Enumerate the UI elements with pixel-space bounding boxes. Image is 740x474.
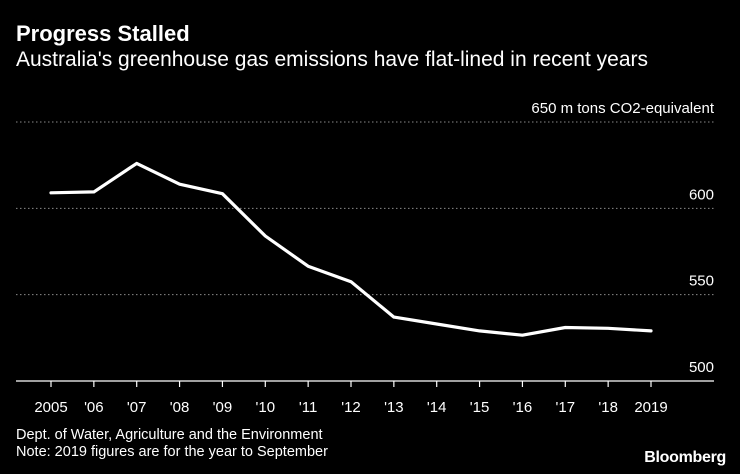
chart-footer: Dept. of Water, Agriculture and the Envi… (16, 427, 328, 461)
x-tick-label: '14 (427, 399, 447, 416)
x-tick-label: '16 (513, 399, 533, 416)
y-axis: 500 550 600 650 m tons CO2-equivalent (531, 100, 714, 376)
x-tick-label: 2019 (634, 399, 667, 416)
x-tick-label: '15 (470, 399, 490, 416)
x-tick-label: '07 (127, 399, 147, 416)
y-tick-label: 600 (689, 186, 714, 203)
source-note: Dept. of Water, Agriculture and the Envi… (16, 427, 323, 443)
y-tick-label: 550 (689, 273, 714, 290)
x-tick-label: '11 (299, 399, 317, 416)
chart-title: Progress Stalled (16, 21, 190, 46)
y-axis-unit-label: 650 m tons CO2-equivalent (531, 100, 714, 117)
x-tick-label: '08 (170, 399, 190, 416)
gridlines (16, 121, 714, 296)
series (49, 161, 653, 337)
x-tick-label: '06 (84, 399, 104, 416)
footnote: Note: 2019 figures are for the year to S… (16, 444, 328, 460)
x-tick-label: '17 (556, 399, 576, 416)
chart-subtitle: Australia's greenhouse gas emissions hav… (16, 48, 649, 71)
x-axis: 2005 '06 '07 '08 '09 '10 '11 '12 '13 '14 '15 '16 '17… (16, 380, 714, 416)
series-line (49, 161, 653, 337)
x-tick-label: 2005 (34, 399, 67, 416)
x-tick-label: '18 (598, 399, 618, 416)
x-tick-label: '12 (341, 399, 361, 416)
x-tick-label: '10 (256, 399, 276, 416)
x-tick-label: '13 (384, 399, 404, 416)
bloomberg-logo: Bloomberg (644, 449, 726, 466)
x-tick-label: '09 (213, 399, 233, 416)
y-tick-label: 500 (689, 359, 714, 376)
